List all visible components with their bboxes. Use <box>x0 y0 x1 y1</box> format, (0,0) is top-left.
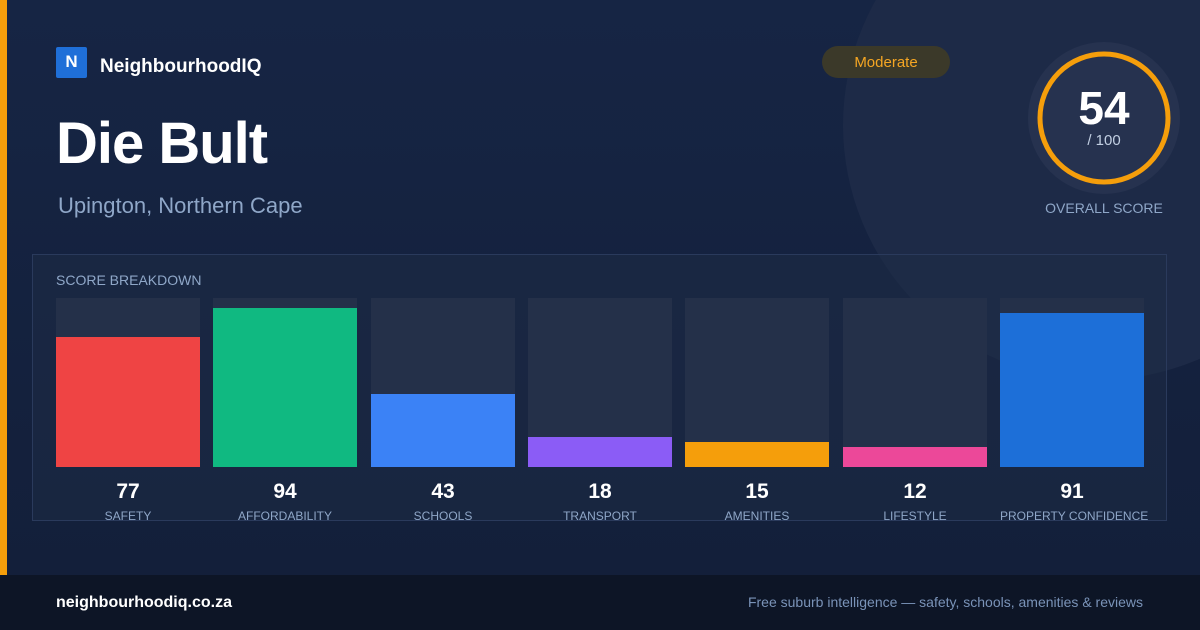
share-card: N NeighbourhoodIQ Die Bult Upington, Nor… <box>0 0 1200 575</box>
bar-fill-property-confidence <box>1000 313 1144 467</box>
bar-label-schools: SCHOOLS <box>413 509 473 523</box>
bar-track-safety <box>56 298 200 467</box>
overall-score-max: / 100 <box>1087 132 1121 149</box>
bar-fill-lifestyle <box>843 447 987 467</box>
bar-label-lifestyle: LIFESTYLE <box>883 509 947 523</box>
bar-fill-affordability <box>213 308 357 467</box>
bar-column-transport: 18 TRANSPORT <box>528 298 672 523</box>
brand[interactable]: N NeighbourhoodIQ <box>56 46 261 78</box>
bar-fill-schools <box>371 394 515 467</box>
overall-score-label: OVERALL SCORE <box>1045 200 1163 216</box>
overall-score-value: 54 <box>1078 82 1130 134</box>
bar-fill-amenities <box>685 442 829 467</box>
bar-value-schools: 43 <box>431 480 455 503</box>
bar-label-property-confidence: PROPERTY CONFIDENCE <box>1000 509 1149 523</box>
bar-fill-transport <box>528 437 672 467</box>
score-breakdown-panel: SCORE BREAKDOWN 77 SAFETY 94 AFFORDABILITY 4… <box>32 254 1167 523</box>
bar-value-lifestyle: 12 <box>903 480 927 503</box>
footer: neighbourhoodiq.co.za Free suburb intell… <box>0 575 1200 630</box>
bar-column-property-confidence: 91 PROPERTY CONFIDENCE <box>1000 298 1149 523</box>
breakdown-title: SCORE BREAKDOWN <box>56 272 202 288</box>
bar-track-lifestyle <box>843 298 987 467</box>
footer-url[interactable]: neighbourhoodiq.co.za <box>56 594 232 611</box>
suburb-title: Die Bult <box>56 111 268 176</box>
bar-column-lifestyle: 12 LIFESTYLE <box>843 298 987 523</box>
bar-value-safety: 77 <box>116 480 140 503</box>
bar-column-safety: 77 SAFETY <box>56 298 200 523</box>
bar-track-amenities <box>685 298 829 467</box>
suburb-location: Upington, Northern Cape <box>58 193 303 218</box>
bar-track-affordability <box>213 298 357 467</box>
score-ring-background <box>1028 42 1180 194</box>
bar-track-transport <box>528 298 672 467</box>
overall-score-ring <box>1028 42 1180 194</box>
bar-fill-safety <box>56 337 200 467</box>
bar-label-transport: TRANSPORT <box>563 509 637 523</box>
bar-value-affordability: 94 <box>273 480 297 503</box>
bar-label-safety: SAFETY <box>104 509 152 523</box>
bar-value-amenities: 15 <box>745 480 769 503</box>
bar-column-schools: 43 SCHOOLS <box>371 298 515 523</box>
bar-column-amenities: 15 AMENITIES <box>685 298 829 523</box>
bar-track-schools <box>371 298 515 467</box>
bar-label-affordability: AFFORDABILITY <box>237 509 332 523</box>
bar-value-property-confidence: 91 <box>1060 480 1084 503</box>
bar-value-transport: 18 <box>588 480 612 503</box>
bar-column-affordability: 94 AFFORDABILITY <box>213 298 357 523</box>
brand-name: NeighbourhoodIQ <box>100 56 262 77</box>
accent-bar <box>0 0 7 575</box>
bar-track-property-confidence <box>1000 298 1144 467</box>
bar-label-amenities: AMENITIES <box>724 509 790 523</box>
footer-tagline: Free suburb intelligence — safety, schoo… <box>747 594 1143 610</box>
brand-logo-icon: N <box>56 46 87 78</box>
score-ring-arc <box>1037 51 1171 185</box>
rating-badge: Moderate <box>822 46 950 78</box>
